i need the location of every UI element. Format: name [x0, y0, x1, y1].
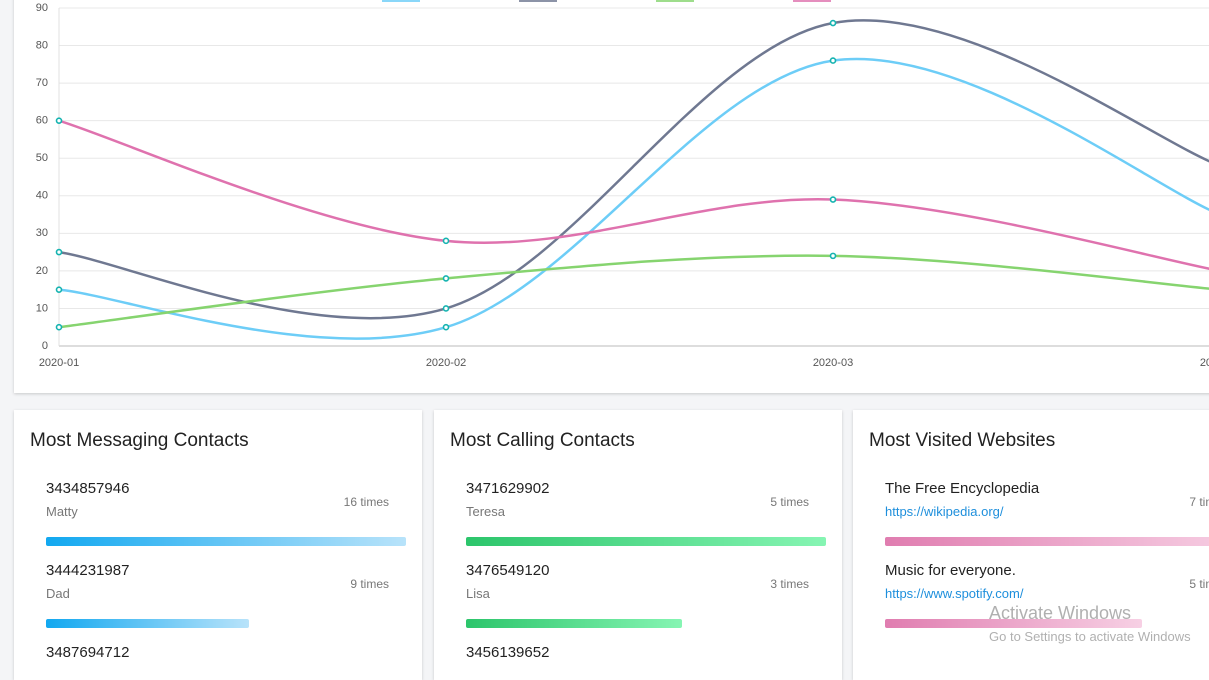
- item-link[interactable]: https://wikipedia.org/: [885, 504, 1004, 519]
- legend-swatch: [656, 0, 694, 2]
- series-line: [58, 119, 1209, 270]
- point-marker: [55, 117, 63, 124]
- item-bar: [46, 619, 249, 628]
- item-count: 5 times: [770, 495, 809, 509]
- item-subtitle: Teresa: [466, 504, 506, 519]
- series-line: [58, 254, 1209, 329]
- point-marker: [55, 323, 63, 331]
- card-title: Most Calling Contacts: [450, 430, 635, 451]
- point-marker: [442, 237, 450, 245]
- item-title: 3471629902: [466, 480, 550, 497]
- legend-swatch: [382, 0, 420, 2]
- legend-swatch: [793, 0, 831, 2]
- item-title: The Free Encyclopedia: [885, 480, 1040, 497]
- point-marker: [829, 19, 837, 27]
- point-marker: [442, 323, 450, 331]
- item-bar: [885, 537, 1209, 546]
- y-tick-label: 10: [36, 302, 48, 314]
- point-marker: [55, 248, 63, 256]
- item-count: 9 times: [350, 577, 389, 591]
- y-tick-label: 30: [36, 227, 48, 239]
- item-count: 7 times: [1189, 495, 1209, 509]
- item-count: 3 times: [770, 577, 809, 591]
- item-title: 3444231987: [46, 562, 130, 579]
- point-marker: [829, 252, 837, 260]
- watermark-title: Activate Windows: [989, 603, 1132, 623]
- item-subtitle: Dad: [46, 586, 70, 601]
- point-marker: [829, 196, 837, 203]
- item-title: Music for everyone.: [885, 562, 1016, 579]
- item-title: 3434857946: [46, 480, 130, 497]
- list-card: Most Calling Contacts 3471629902 Teresa 5 t…: [434, 410, 842, 680]
- card-title: Most Visited Websites: [869, 430, 1056, 451]
- point-marker: [829, 57, 837, 64]
- y-tick-label: 60: [36, 115, 48, 127]
- item-subtitle: Matty: [46, 504, 78, 519]
- legend-swatch: [519, 0, 557, 2]
- list-card: Most Visited Websites The Free Encycloped…: [853, 410, 1209, 680]
- item-subtitle: Lisa: [466, 586, 490, 601]
- y-tick-label: 90: [36, 2, 48, 14]
- y-tick-label: 20: [36, 265, 48, 277]
- y-tick-label: 0: [42, 340, 48, 352]
- chart: 0 10 20 30 40 50 60 70 80 90 2020-01 2020-02 2020-03…: [36, 0, 1209, 369]
- series-line: [58, 57, 1209, 340]
- y-tick-label: 80: [36, 39, 48, 51]
- item-title: 3476549120: [466, 562, 550, 579]
- item-title: 3487694712: [46, 644, 130, 661]
- item-link[interactable]: https://www.spotify.com/: [885, 586, 1024, 601]
- x-tick-label: 2020-04: [1200, 357, 1209, 369]
- item-bar: [46, 537, 406, 546]
- x-tick-label: 2020-03: [813, 357, 853, 369]
- watermark-subtitle: Go to Settings to activate Windows: [989, 629, 1191, 644]
- chart-card: [14, 0, 1209, 393]
- y-tick-label: 40: [36, 190, 48, 202]
- y-tick-label: 50: [36, 152, 48, 164]
- item-count: 5 times: [1189, 577, 1209, 591]
- point-marker: [442, 275, 450, 282]
- page: 0 10 20 30 40 50 60 70 80 90 2020-01 2020-02 2020-03…: [14, 0, 1209, 680]
- card-title: Most Messaging Contacts: [30, 430, 249, 451]
- item-title: 3456139652: [466, 644, 550, 661]
- item-count: 16 times: [343, 495, 389, 509]
- list-card: Most Messaging Contacts 3434857946 Matty 16…: [14, 410, 422, 680]
- point-marker: [55, 286, 63, 293]
- y-tick-label: 70: [36, 77, 48, 89]
- x-tick-label: 2020-01: [39, 357, 79, 369]
- x-tick-label: 2020-02: [426, 357, 466, 369]
- series-line: [58, 19, 1209, 320]
- item-bar: [885, 619, 1143, 628]
- item-bar: [466, 537, 826, 546]
- item-bar: [466, 619, 682, 628]
- point-marker: [442, 305, 450, 312]
